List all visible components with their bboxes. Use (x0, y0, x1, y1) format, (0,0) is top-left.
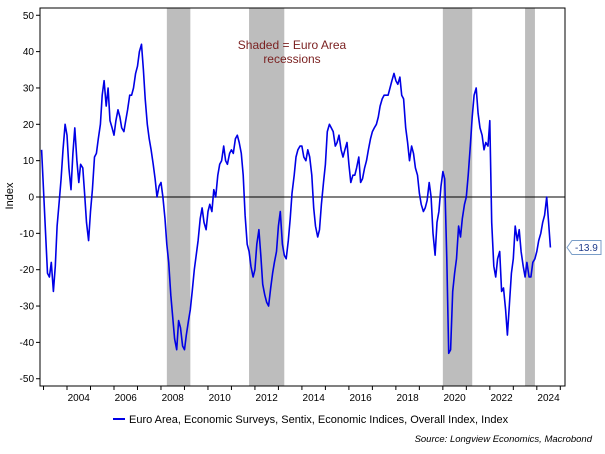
y-tick-label: 20 (23, 120, 35, 131)
y-tick-label: 30 (23, 83, 35, 94)
x-tick-label: 2024 (537, 393, 560, 404)
y-tick-label: 40 (23, 47, 35, 58)
x-tick-label: 2012 (256, 393, 279, 404)
legend-label: Euro Area, Economic Surveys, Sentix, Eco… (129, 414, 509, 426)
x-tick-label: 2020 (443, 393, 466, 404)
legend: Euro Area, Economic Surveys, Sentix, Eco… (113, 414, 509, 426)
last-value-label: -13.9 (575, 243, 598, 254)
x-tick-label: 2014 (303, 393, 326, 404)
x-tick-label: 2022 (490, 393, 513, 404)
annotation-line-1: Shaded = Euro Area (238, 38, 347, 52)
y-tick-label: -20 (20, 265, 35, 276)
x-tick-label: 2008 (162, 393, 185, 404)
series-group (40, 43, 552, 355)
recession-annotation: Shaded = Euro Area recessions (238, 38, 347, 66)
x-tick-label: 2016 (350, 393, 373, 404)
x-tick-label: 2004 (68, 393, 91, 404)
source-note: Source: Longview Economics, Macrobond (415, 434, 593, 445)
y-tick-label: -50 (20, 374, 35, 385)
y-tick-label: -30 (20, 302, 35, 313)
y-tick-label: 50 (23, 11, 35, 22)
y-tick-label: 0 (28, 193, 34, 204)
y-tick-label: 10 (23, 156, 35, 167)
last-value-callout: -13.9 (566, 240, 602, 256)
annotation-line-2: recessions (263, 52, 320, 66)
x-tick-label: 2018 (396, 393, 419, 404)
y-tick-label: -10 (20, 229, 35, 240)
y-tick-label: -40 (20, 338, 35, 349)
x-tick-label: 2006 (115, 393, 138, 404)
series-line-1 (40, 43, 552, 355)
y-axis-title: Index (4, 182, 16, 209)
last-value-box (566, 240, 602, 256)
x-tick-label: 2010 (209, 393, 232, 404)
